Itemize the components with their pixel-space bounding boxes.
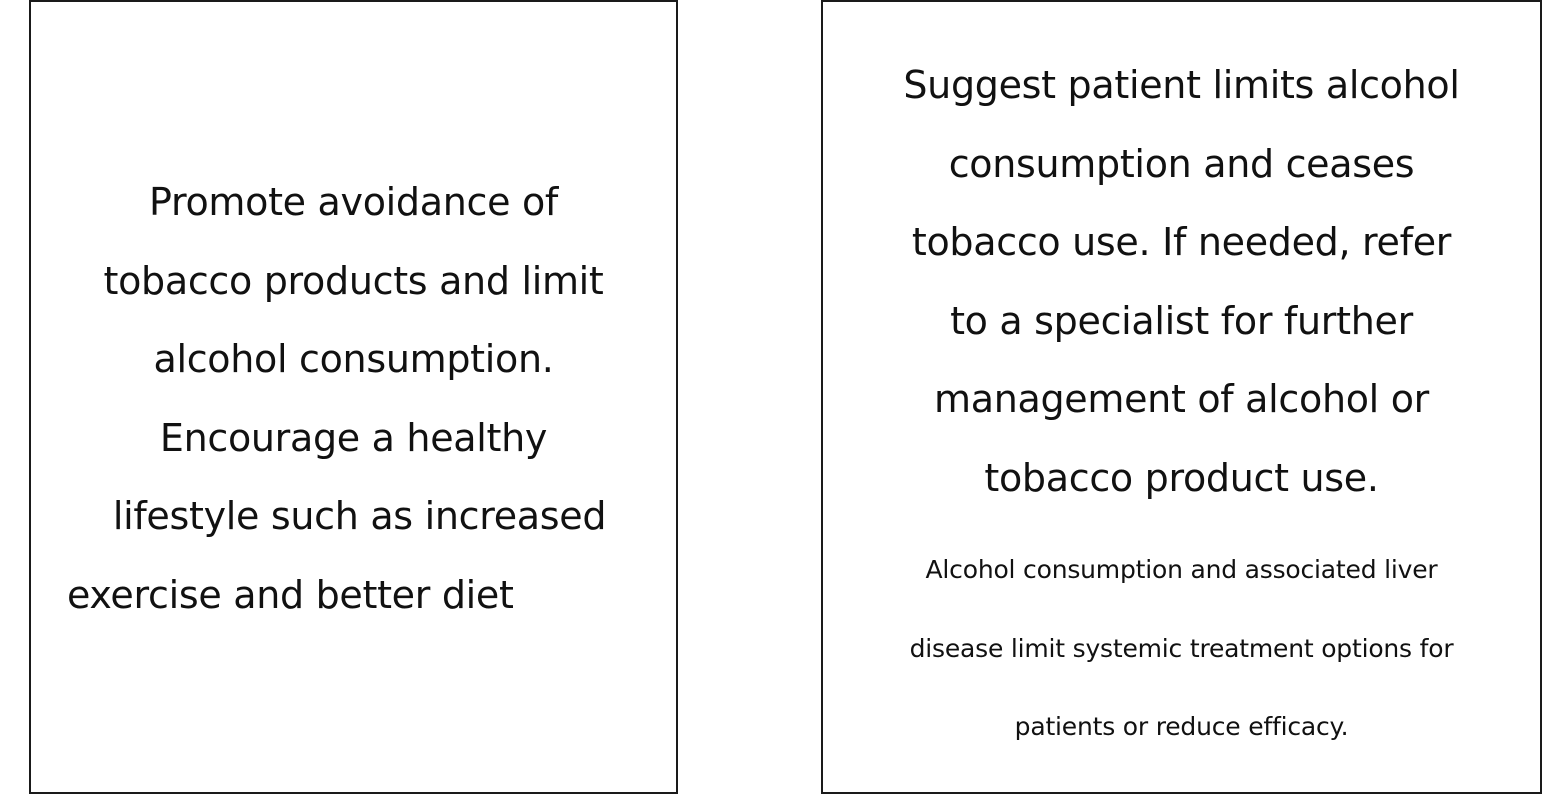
left-card-line-4: Encourage a healthy	[159, 416, 548, 460]
right-card-line-2: consumption and ceases	[948, 142, 1415, 186]
right-card-note-line-1: Alcohol consumption and associated liver	[925, 555, 1438, 584]
right-card-line-3: tobacco use. If needed, refer	[911, 220, 1452, 264]
right-card-line-4: to a specialist for further	[950, 299, 1413, 343]
right-card-note-line-2: disease limit systemic treatment options…	[909, 634, 1454, 663]
left-recommendation-card: Promote avoidance of tobacco products an…	[29, 0, 678, 794]
right-card-note-line-3: patients or reduce efficacy.	[1014, 712, 1349, 741]
right-card-line-6: tobacco product use.	[984, 456, 1379, 500]
left-card-line-5: lifestyle such as increased	[112, 494, 607, 538]
left-card-line-2: tobacco products and limit	[103, 259, 604, 303]
left-card-line-6: exercise and better diet	[67, 573, 514, 617]
right-card-line-1: Suggest patient limits alcohol	[903, 63, 1460, 107]
right-recommendation-card: Suggest patient limits alcohol consumpti…	[821, 0, 1542, 794]
left-card-line-1: Promote avoidance of	[149, 180, 558, 224]
right-card-line-5: management of alcohol or	[934, 377, 1429, 421]
left-card-line-3: alcohol consumption.	[153, 337, 554, 381]
